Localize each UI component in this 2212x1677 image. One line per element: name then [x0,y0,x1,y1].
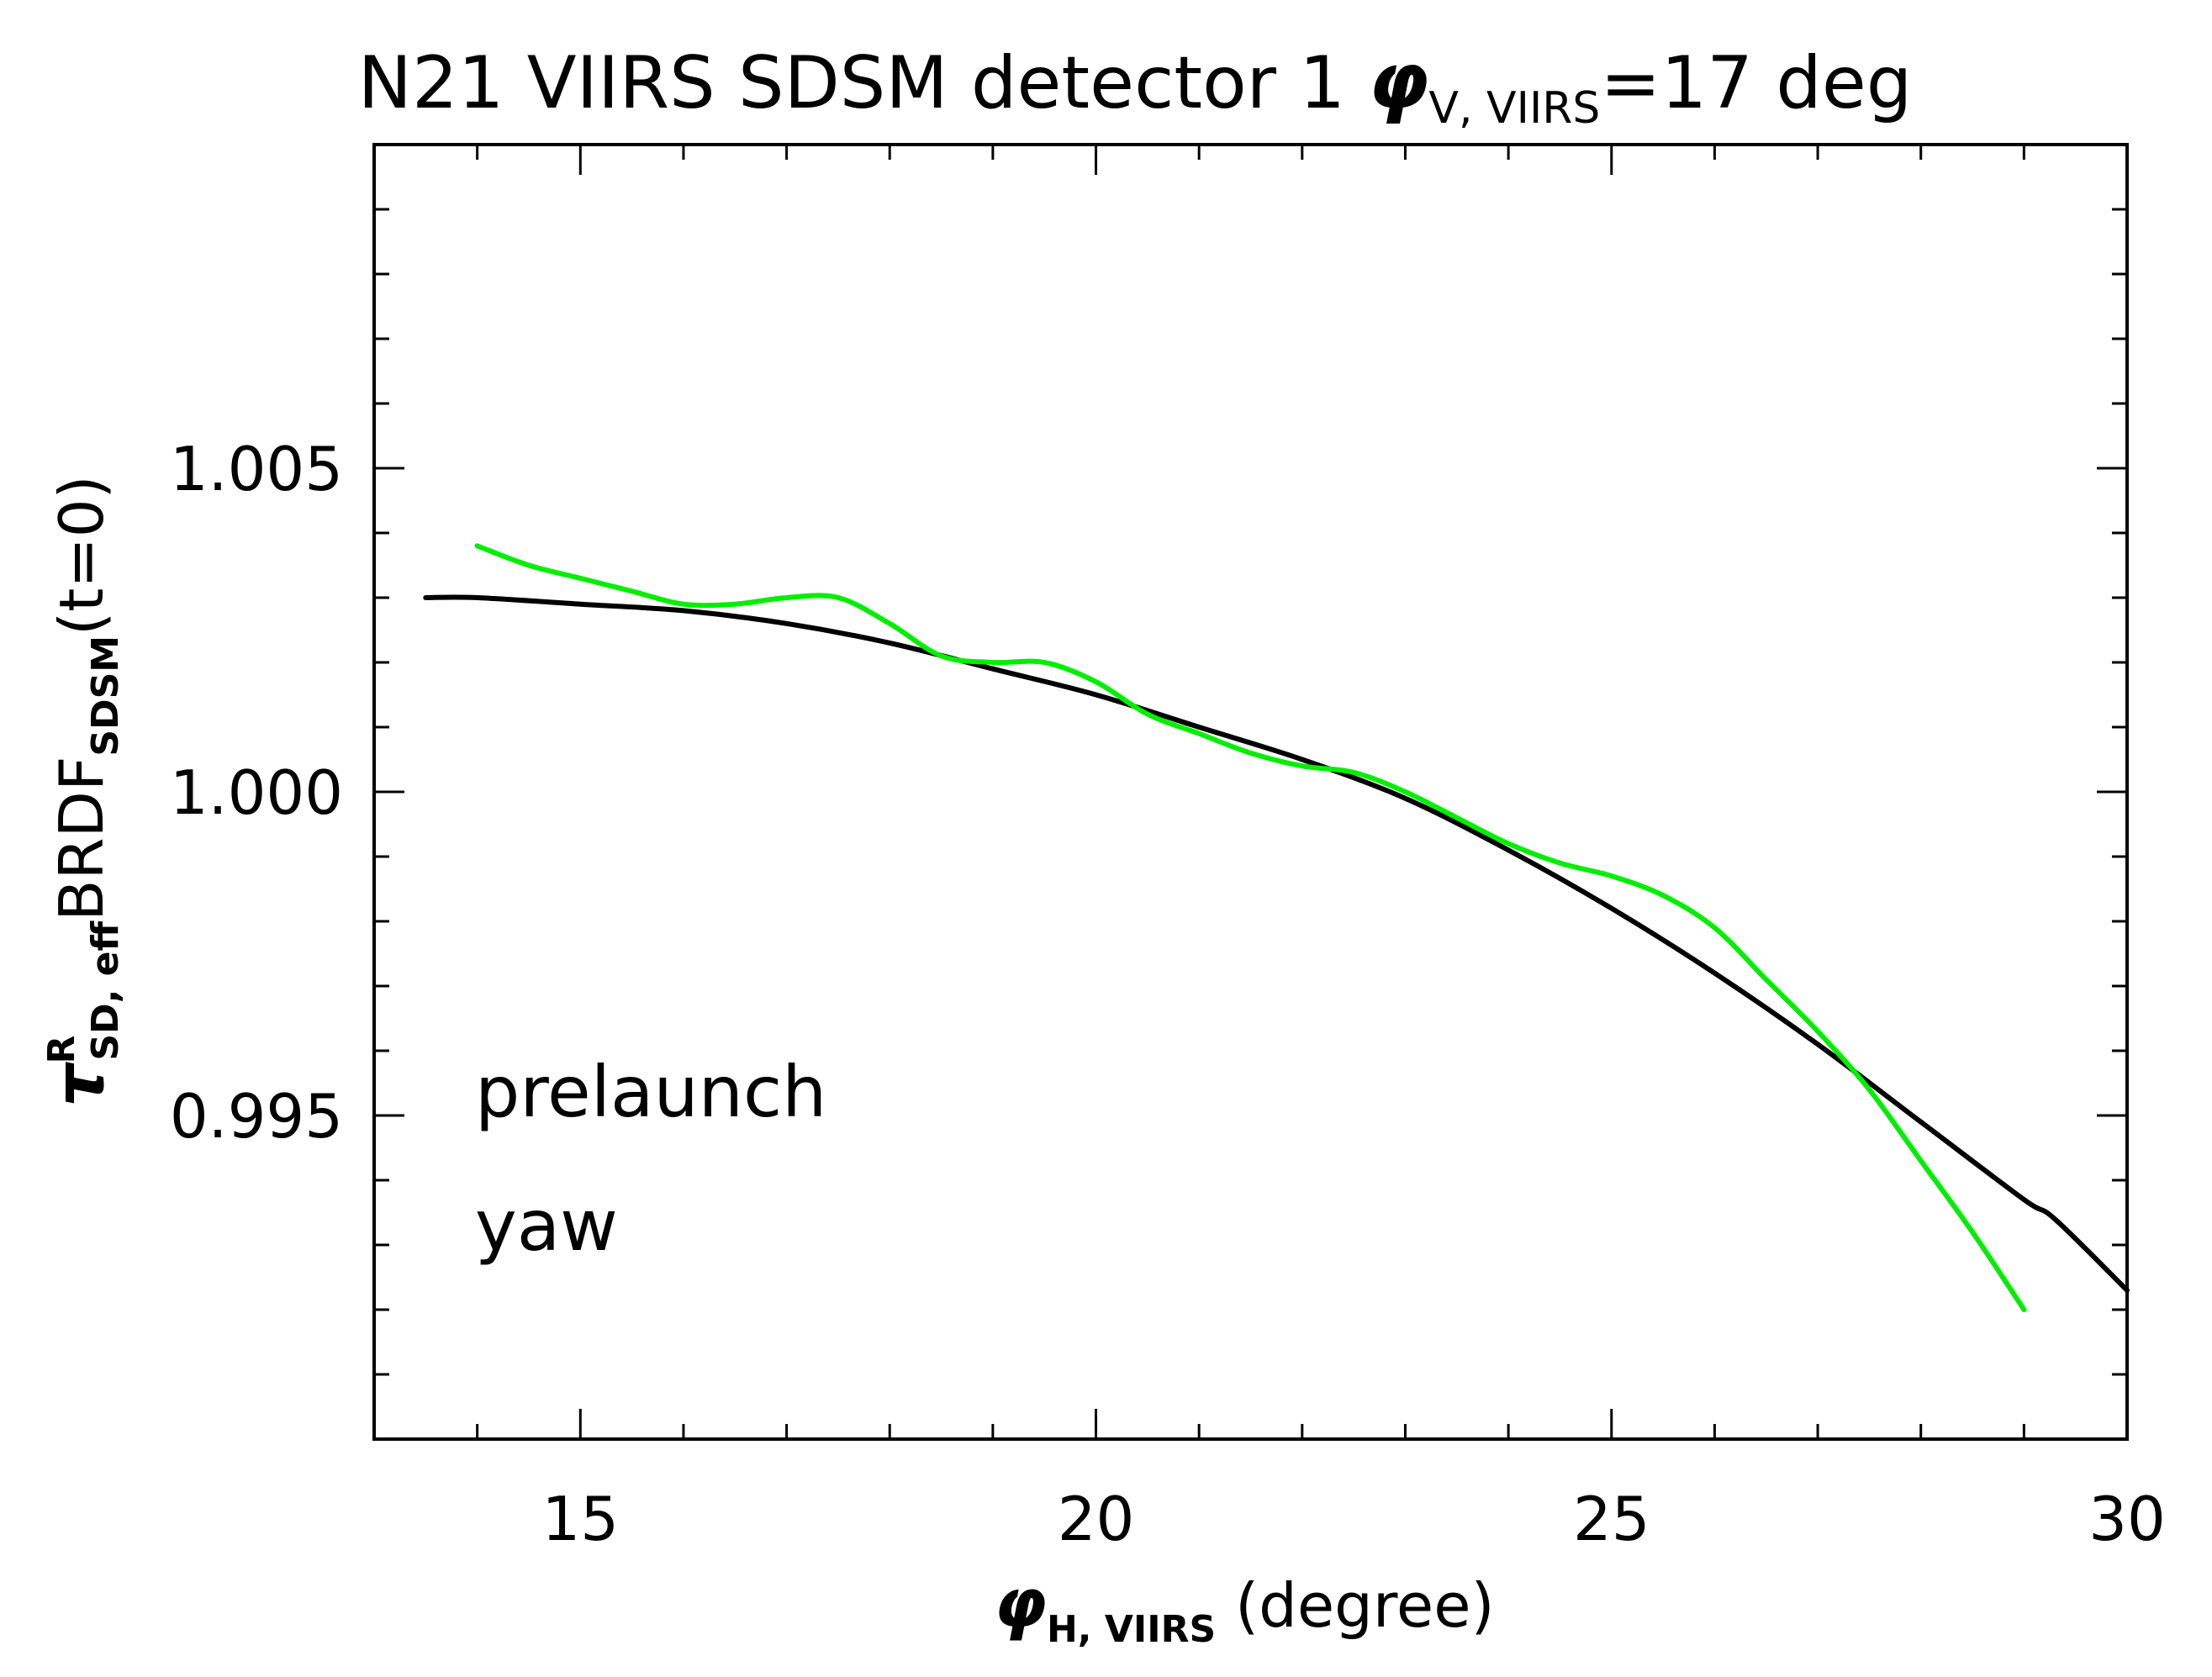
x-tick-label: 25 [1573,1484,1650,1554]
x-tick-label: 30 [2088,1484,2166,1554]
legend-prelaunch: prelaunch [475,1051,826,1133]
x-tick-label: 15 [541,1484,619,1554]
y-tick-labels: 0.995 1.000 1.005 [170,434,343,1152]
series-layer [423,543,2130,1312]
legend-yaw: yaw [475,1184,618,1267]
y-tick-label: 1.000 [170,757,343,828]
y-tick-label: 1.005 [170,434,343,504]
x-axis-label: φH, VIIRS (degree) [994,1564,1494,1651]
x-tick-labels: 15 20 25 30 [541,1484,2165,1554]
y-tick-label: 0.995 [170,1081,343,1152]
minor-ticks [374,145,2127,1439]
major-ticks [374,145,2127,1439]
x-tick-label: 20 [1058,1484,1135,1554]
chart-title: N21 VIIRS SDSM detector 1 φV, VIIRS=17 d… [358,36,1913,134]
plot-frame [372,143,2129,1441]
y-axis-label: τRSD, effBRDFSDSM(t=0) [40,475,127,1106]
series-line-yaw [474,543,2027,1312]
series-line-prelaunch [423,594,2130,1293]
